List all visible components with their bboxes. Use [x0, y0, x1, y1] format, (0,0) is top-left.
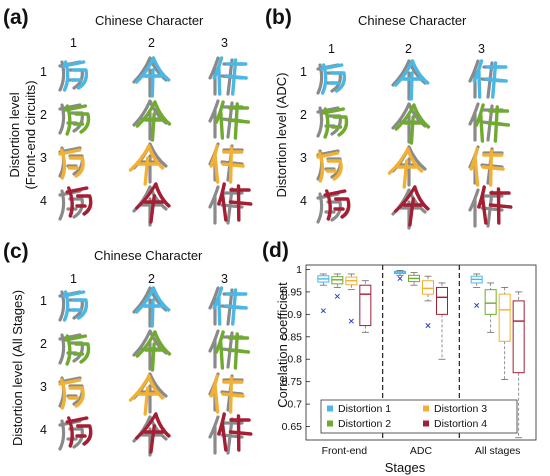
panel-c-row-3: 3	[40, 380, 47, 394]
outlier-marker	[474, 302, 480, 308]
panel-c: (c) Chinese Character Distortion level (…	[3, 240, 255, 457]
panel-b: (b) Chinese Character Distortion level (…	[265, 6, 515, 230]
box-distortion-4	[512, 300, 525, 374]
legend-label: Distortion 4	[434, 418, 487, 430]
distorted-glyph-r2-c2	[134, 100, 173, 142]
legend-box	[320, 399, 518, 434]
panel-d: (d) Correlation coefficient Stages 0.650…	[262, 239, 537, 475]
legend-swatch	[423, 420, 429, 427]
panel-a-col-1: 1	[70, 36, 77, 50]
panel-a-row-1: 1	[40, 65, 47, 79]
legend-label: Distortion 1	[338, 403, 391, 415]
plot-frame	[305, 264, 537, 441]
panel-c-col-3: 3	[221, 272, 228, 286]
panel-b-row-3: 3	[300, 151, 307, 165]
box-distortion-3	[422, 280, 434, 295]
chart-xlabel: Stages	[385, 460, 426, 475]
panel-b-row-2: 2	[300, 108, 307, 122]
panel-b-col-1: 1	[328, 42, 335, 56]
panel-c-title: Chinese Character	[94, 248, 203, 263]
legend-swatch	[327, 420, 333, 427]
box-distortion-4	[359, 284, 372, 327]
panel-a-ylabel-line2: (Front-end circuits)	[23, 80, 38, 189]
panel-c-col-1: 1	[70, 272, 77, 286]
x-tick-label: ADC	[410, 445, 433, 457]
distorted-glyph-r2-c3	[213, 330, 252, 370]
panel-a-row-2: 2	[40, 108, 47, 122]
panel-b-row-1: 1	[300, 65, 307, 79]
box-distortion-4	[436, 286, 448, 315]
distorted-glyph-r2-c2	[134, 330, 173, 372]
panel-a-title: Chinese Character	[95, 13, 204, 28]
panel-a-row-4: 4	[40, 194, 47, 208]
outlier-marker	[334, 293, 340, 299]
panel-b-col-2: 2	[405, 42, 412, 56]
distorted-glyph-r2-c3	[213, 100, 252, 140]
outlier-marker	[397, 275, 403, 281]
distorted-glyph-r4-c2	[392, 185, 433, 227]
distorted-glyph-r4-c3	[214, 182, 255, 222]
distorted-glyph-r2-c3	[473, 103, 512, 143]
distorted-glyph-r2-c2	[393, 103, 432, 145]
x-tick-label: Front-end	[322, 445, 368, 457]
distorted-glyph-r4-c3	[474, 185, 515, 225]
panel-a-ylabel-line1: Distortion level	[7, 92, 22, 177]
legend-swatch	[423, 405, 429, 412]
panel-a-letter: (a)	[3, 6, 29, 29]
y-tick-label: 0.7	[287, 399, 302, 411]
y-tick-label: 0.9	[287, 309, 302, 321]
y-tick-label: 0.75	[282, 376, 303, 388]
distorted-glyph-r4-c2	[133, 412, 174, 454]
distorted-glyph-r4-c2	[133, 182, 174, 224]
outlier-marker	[425, 323, 431, 329]
y-tick-label: 0.85	[282, 331, 303, 343]
y-tick-label: 0.8	[287, 354, 302, 366]
panel-c-ylabel: Distortion level (All Stages)	[10, 290, 25, 446]
panel-d-letter: (d)	[262, 239, 289, 262]
panel-a-col-3: 3	[221, 36, 228, 50]
boxplot-chart: 0.65 0.7 0.75 0.8 0.85 0.9 0.95 1 Front-end ADC Al…	[282, 264, 537, 457]
distorted-glyph-r3-c2	[127, 144, 167, 186]
distorted-glyph-r3-c2	[386, 147, 426, 189]
legend-label: Distortion 3	[434, 403, 487, 415]
y-tick-label: 0.95	[282, 286, 303, 298]
panel-c-row-2: 2	[40, 337, 47, 351]
panel-c-row-1: 1	[40, 294, 47, 308]
panel-b-ylabel: Distortion level (ADC)	[274, 73, 289, 198]
x-tick-label: All stages	[475, 445, 521, 457]
box-distortion-3	[498, 293, 511, 342]
distorted-glyph-r4-c3	[214, 412, 255, 452]
legend-swatch	[327, 405, 333, 412]
panel-b-col-3: 3	[478, 42, 485, 56]
distorted-glyph-r3-c2	[127, 374, 167, 416]
outlier-marker	[320, 308, 326, 314]
chart-ylabel: Correlation coefficient	[275, 282, 290, 408]
panel-b-letter: (b)	[265, 6, 292, 29]
box-distortion-2	[484, 289, 497, 315]
panel-b-title: Chinese Character	[358, 13, 467, 28]
panel-c-row-4: 4	[40, 423, 47, 437]
panel-c-col-2: 2	[148, 272, 155, 286]
panel-b-row-4: 4	[300, 194, 307, 208]
panel-a-row-3: 3	[40, 151, 47, 165]
y-tick-label: 1	[296, 264, 302, 276]
outlier-marker	[348, 318, 354, 324]
legend-label: Distortion 2	[338, 418, 391, 430]
panel-a: (a) Chinese Character Distortion level (…	[3, 6, 255, 227]
y-tick-label: 0.65	[282, 421, 303, 433]
panel-a-col-2: 2	[148, 36, 155, 50]
panel-c-letter: (c)	[3, 240, 29, 263]
chart-legend: Distortion 1 Distortion 3 Distortion 2 Dist…	[320, 399, 518, 434]
